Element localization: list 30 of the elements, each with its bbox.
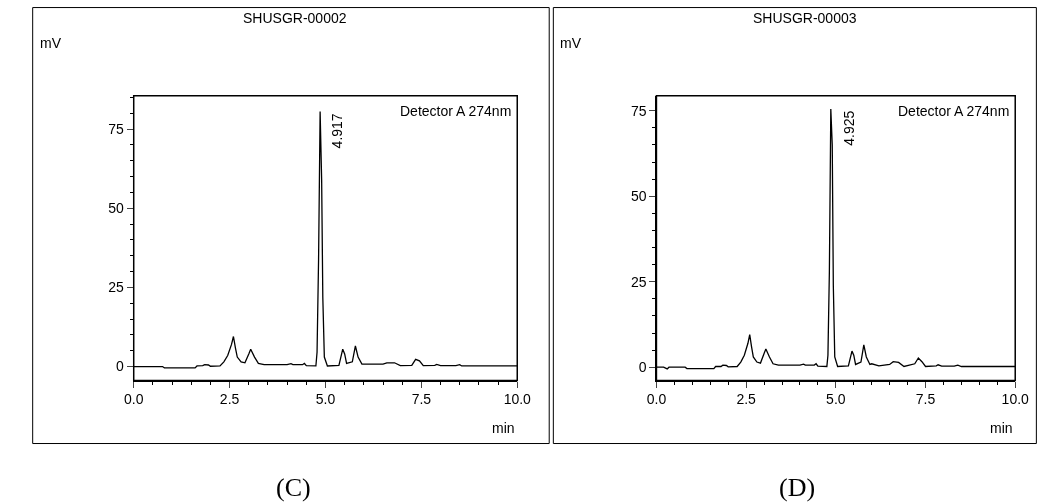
x-tick-label: 0.0 [123,391,144,408]
x-axis-title: min [492,420,515,436]
annotation: 4.917 [329,113,346,149]
x-axis-title: min [990,420,1013,436]
x-tick-label: 5.0 [826,391,846,408]
y-tick-label: 75 [108,120,125,137]
chart-title: SHUSGR-00002 [243,10,347,26]
y-tick-label: 50 [108,200,125,217]
y-tick-label: 0 [116,358,125,375]
y-tick-label: 0 [638,359,647,376]
y-axis-title: mV [40,35,62,51]
x-tick-label: 7.5 [411,391,432,408]
chart-title: SHUSGR-00003 [753,10,857,26]
y-tick-label: 25 [631,273,647,290]
text: (C) [276,473,311,502]
x-tick-label: 2.5 [219,391,240,408]
annotation: Detector A 274nm [400,103,512,119]
x-tick-label: 10.0 [1001,391,1030,408]
annotation: Detector A 274nm [898,103,1010,119]
text: (D) [779,473,816,502]
y-tick-label: 50 [631,188,647,205]
x-tick-label: 5.0 [315,391,336,408]
y-tick-label: 25 [108,279,125,296]
x-tick-label: 2.5 [736,391,757,408]
x-tick-label: 7.5 [915,391,936,408]
annotation: 4.925 [840,110,857,146]
y-tick-label: 75 [631,102,647,119]
x-tick-label: 10.0 [503,391,532,408]
x-tick-label: 0.0 [646,391,667,408]
y-axis-title: mV [560,35,582,51]
